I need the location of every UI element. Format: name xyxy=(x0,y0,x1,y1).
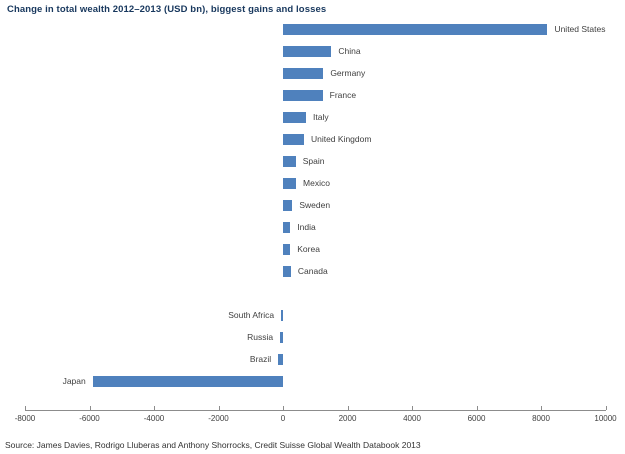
bar-label-mexico: Mexico xyxy=(303,178,330,188)
bar-label-united-kingdom: United Kingdom xyxy=(310,134,372,144)
bar-sweden xyxy=(283,200,293,211)
bar-label-canada: Canada xyxy=(297,266,328,276)
bar-united-kingdom xyxy=(283,134,304,145)
x-axis-tick xyxy=(541,406,542,410)
bar-label-russia: Russia xyxy=(247,332,274,342)
x-axis-tick-label: 2000 xyxy=(338,414,357,423)
x-axis-tick-label: -8000 xyxy=(14,414,36,423)
bar-mexico xyxy=(283,178,297,189)
source-note: Source: James Davies, Rodrigo Lluberas a… xyxy=(5,440,421,450)
x-axis-tick xyxy=(89,406,91,410)
x-axis-tick-label: -6000 xyxy=(79,414,100,423)
x-axis-tick xyxy=(283,406,284,410)
bar-label-spain: Spain xyxy=(302,156,325,166)
bar-label-italy: Italy xyxy=(313,112,329,122)
bar-label-france: France xyxy=(329,90,357,100)
x-axis-tick xyxy=(25,406,26,410)
bar-label-sweden: Sweden xyxy=(299,200,331,210)
x-axis-tick xyxy=(412,406,413,410)
bar-russia xyxy=(280,332,283,343)
bar-canada xyxy=(283,266,291,277)
x-axis-tick-label: -2000 xyxy=(208,414,229,423)
x-axis-tick-label: 10000 xyxy=(594,414,617,423)
bar-japan xyxy=(92,376,283,387)
x-axis-tick xyxy=(347,406,349,410)
bar-korea xyxy=(283,244,291,255)
x-axis-tick-label: 4000 xyxy=(403,414,421,423)
bar-south-africa xyxy=(281,310,283,321)
bar-italy xyxy=(283,112,307,123)
bar-india xyxy=(283,222,291,233)
bar-label-china: China xyxy=(338,46,361,56)
bar-china xyxy=(283,46,332,57)
x-axis-tick xyxy=(218,406,220,410)
x-axis-tick xyxy=(154,406,155,410)
x-axis-tick xyxy=(605,406,607,410)
bar-brazil xyxy=(278,354,283,365)
bar-label-germany: Germany xyxy=(330,68,366,78)
bar-spain xyxy=(283,156,296,167)
bar-label-korea: Korea xyxy=(297,244,320,254)
bar-label-brazil: Brazil xyxy=(249,354,272,364)
bar-germany xyxy=(283,68,324,79)
x-axis-tick-label: -4000 xyxy=(143,414,165,423)
x-axis-line xyxy=(25,410,606,411)
x-axis-tick xyxy=(476,406,478,410)
bar-label-india: India xyxy=(297,222,316,232)
x-axis-tick-label: 8000 xyxy=(532,414,550,423)
bar-label-south-africa: South Africa xyxy=(228,310,275,320)
bar-label-japan: Japan xyxy=(62,376,86,386)
bar-united-states xyxy=(283,24,548,35)
bar-label-united-states: United States xyxy=(554,24,606,34)
bar-france xyxy=(283,90,323,101)
x-axis-tick-label: 6000 xyxy=(467,414,486,423)
chart-title: Change in total wealth 2012–2013 (USD bn… xyxy=(7,4,327,15)
x-axis-tick-label: 0 xyxy=(280,414,286,423)
